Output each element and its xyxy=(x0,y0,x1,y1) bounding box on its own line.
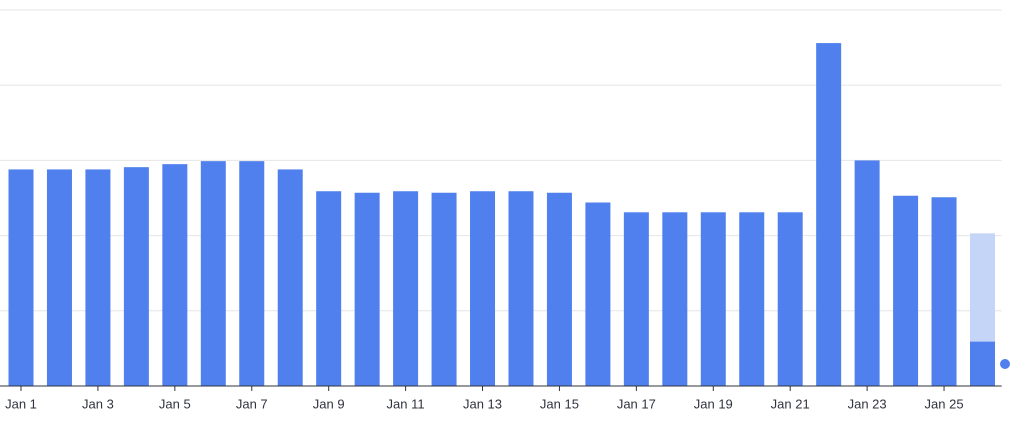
x-tick-label: Jan 11 xyxy=(387,396,425,411)
bar xyxy=(46,169,72,386)
bar xyxy=(239,161,265,386)
bar xyxy=(893,195,919,386)
bar xyxy=(8,169,34,386)
x-tick-label: Jan 9 xyxy=(313,396,345,411)
bar xyxy=(316,191,342,386)
bar xyxy=(431,192,457,386)
bar xyxy=(854,160,880,386)
current-marker xyxy=(1000,359,1010,369)
bar xyxy=(277,169,303,386)
x-tick-label: Jan 5 xyxy=(159,396,191,411)
x-tick-label: Jan 25 xyxy=(925,396,964,411)
bar xyxy=(931,197,957,386)
x-tick-label: Jan 19 xyxy=(694,396,733,411)
bar xyxy=(200,161,226,386)
x-tick-label: Jan 7 xyxy=(236,396,268,411)
x-tick-label: Jan 21 xyxy=(771,396,810,411)
bar xyxy=(970,341,995,386)
x-tick-label: Jan 3 xyxy=(82,396,114,411)
bar xyxy=(585,202,611,386)
bar xyxy=(470,191,496,386)
bar xyxy=(508,191,534,386)
x-tick-label: Jan 17 xyxy=(617,396,656,411)
bar xyxy=(123,167,149,386)
bar xyxy=(739,212,765,386)
bar xyxy=(393,191,419,386)
bar xyxy=(700,212,726,386)
bar xyxy=(162,164,188,386)
x-tick-label: Jan 1 xyxy=(5,396,37,411)
bar xyxy=(354,192,380,386)
x-tick-label: Jan 15 xyxy=(540,396,579,411)
x-tick-label: Jan 23 xyxy=(848,396,887,411)
bar xyxy=(85,169,111,386)
bar xyxy=(546,192,572,386)
bar xyxy=(777,212,803,386)
bar xyxy=(662,212,688,386)
x-tick-label: Jan 13 xyxy=(463,396,502,411)
bar xyxy=(816,43,842,386)
bar xyxy=(623,212,649,386)
